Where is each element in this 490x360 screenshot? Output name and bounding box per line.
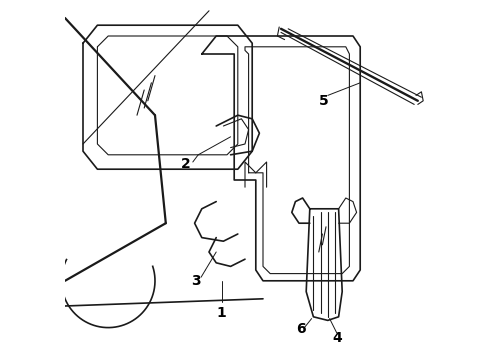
Text: 2: 2: [181, 157, 191, 171]
Text: 5: 5: [319, 94, 329, 108]
Text: 1: 1: [217, 306, 226, 320]
Text: 6: 6: [296, 323, 306, 336]
Text: 4: 4: [332, 332, 342, 345]
Text: 3: 3: [192, 274, 201, 288]
